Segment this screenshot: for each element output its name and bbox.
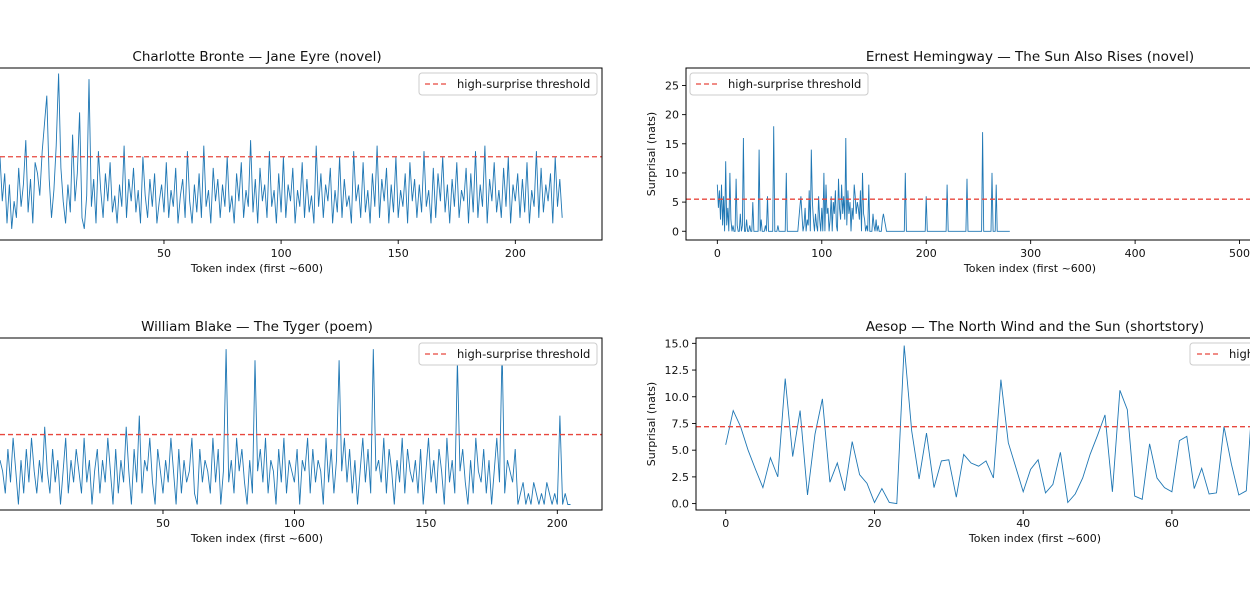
plot-area <box>0 349 602 505</box>
x-ticks: 50 100 150 200 <box>156 510 568 530</box>
axis-ticks: 0 20 40 60 0.0 2.5 5.0 7.5 10.0 12.5 15.0 <box>665 337 1179 530</box>
plot-area <box>686 126 1250 232</box>
plot-frame <box>685 67 1250 241</box>
x-tick-label: 100 <box>811 247 832 260</box>
legend-label: high-surprise threshold <box>1229 347 1250 361</box>
legend: high-surprise threshold <box>1189 342 1250 366</box>
legend-box <box>418 72 598 96</box>
panel-the-tyger: William Blake — The Tyger (poem) 50 100 15… <box>0 319 603 545</box>
axis-ticks: 0 100 200 300 400 500 0 5 10 15 20 25 <box>665 79 1250 260</box>
x-tick-label: 150 <box>415 517 436 530</box>
x-axis-label: Token index (first ~600) <box>190 262 323 275</box>
x-tick-label: 100 <box>284 517 305 530</box>
y-tick-label: 0 <box>672 225 679 238</box>
chart-title: Ernest Hemingway — The Sun Also Rises (n… <box>866 49 1194 65</box>
y-axis-label: Surprisal (nats) <box>645 382 658 466</box>
y-tick-label: 5.0 <box>672 444 690 457</box>
x-tick-label: 40 <box>1016 517 1030 530</box>
y-axis-label: Surprisal (nats) <box>645 112 658 196</box>
x-tick-label: 200 <box>505 247 526 260</box>
y-tick-label: 15 <box>665 138 679 151</box>
y-tick-label: 15.0 <box>665 337 690 350</box>
x-axis-label: Token index (first ~600) <box>963 262 1096 275</box>
chart-title: Aesop — The North Wind and the Sun (shor… <box>866 319 1204 335</box>
x-tick-label: 200 <box>547 517 568 530</box>
series-line <box>725 345 1250 505</box>
legend-box <box>689 72 869 96</box>
x-tick-label: 50 <box>157 247 171 260</box>
x-tick-label: 0 <box>714 247 721 260</box>
legend: high-surprise threshold <box>418 72 598 96</box>
legend-label: high-surprise threshold <box>457 347 590 361</box>
x-tick-label: 20 <box>867 517 881 530</box>
y-tick-label: 10.0 <box>665 391 690 404</box>
panel-sun-also-rises: Ernest Hemingway — The Sun Also Rises (n… <box>645 49 1250 275</box>
series-line <box>716 126 1010 232</box>
x-tick-label: 50 <box>156 517 170 530</box>
x-tick-label: 100 <box>271 247 292 260</box>
x-tick-label: 400 <box>1125 247 1146 260</box>
x-tick-label: 0 <box>722 517 729 530</box>
plot-area <box>696 345 1250 505</box>
panel-north-wind: Aesop — The North Wind and the Sun (shor… <box>645 319 1250 545</box>
legend-label: high-surprise threshold <box>457 77 590 91</box>
legend-label: high-surprise threshold <box>728 77 861 91</box>
y-tick-label: 7.5 <box>672 417 690 430</box>
panel-jane-eyre: Charlotte Bronte — Jane Eyre (novel) 50 1… <box>0 49 603 275</box>
y-tick-label: 10 <box>665 167 679 180</box>
x-tick-label: 500 <box>1229 247 1250 260</box>
chart-title: William Blake — The Tyger (poem) <box>141 319 373 335</box>
legend-box <box>418 342 598 366</box>
y-tick-label: 20 <box>665 109 679 122</box>
legend-box <box>1189 342 1250 366</box>
x-tick-label: 150 <box>388 247 409 260</box>
x-tick-label: 200 <box>916 247 937 260</box>
series-line <box>0 349 571 505</box>
plot-frame <box>0 337 603 511</box>
y-tick-label: 25 <box>665 79 679 92</box>
x-ticks: 50 100 150 200 <box>157 240 526 260</box>
plot-frame <box>695 337 1250 511</box>
legend: high-surprise threshold <box>418 342 598 366</box>
y-tick-label: 5 <box>672 196 679 209</box>
y-tick-label: 12.5 <box>665 364 690 377</box>
y-tick-label: 2.5 <box>672 471 690 484</box>
y-tick-label: 0.0 <box>672 498 690 511</box>
plot-area <box>0 73 602 229</box>
x-tick-label: 60 <box>1165 517 1179 530</box>
series-line <box>0 73 563 229</box>
x-axis-label: Token index (first ~600) <box>968 532 1101 545</box>
x-axis-label: Token index (first ~600) <box>190 532 323 545</box>
chart-title: Charlotte Bronte — Jane Eyre (novel) <box>132 49 381 65</box>
plot-frame <box>0 67 603 241</box>
legend: high-surprise threshold <box>689 72 869 96</box>
x-tick-label: 300 <box>1020 247 1041 260</box>
